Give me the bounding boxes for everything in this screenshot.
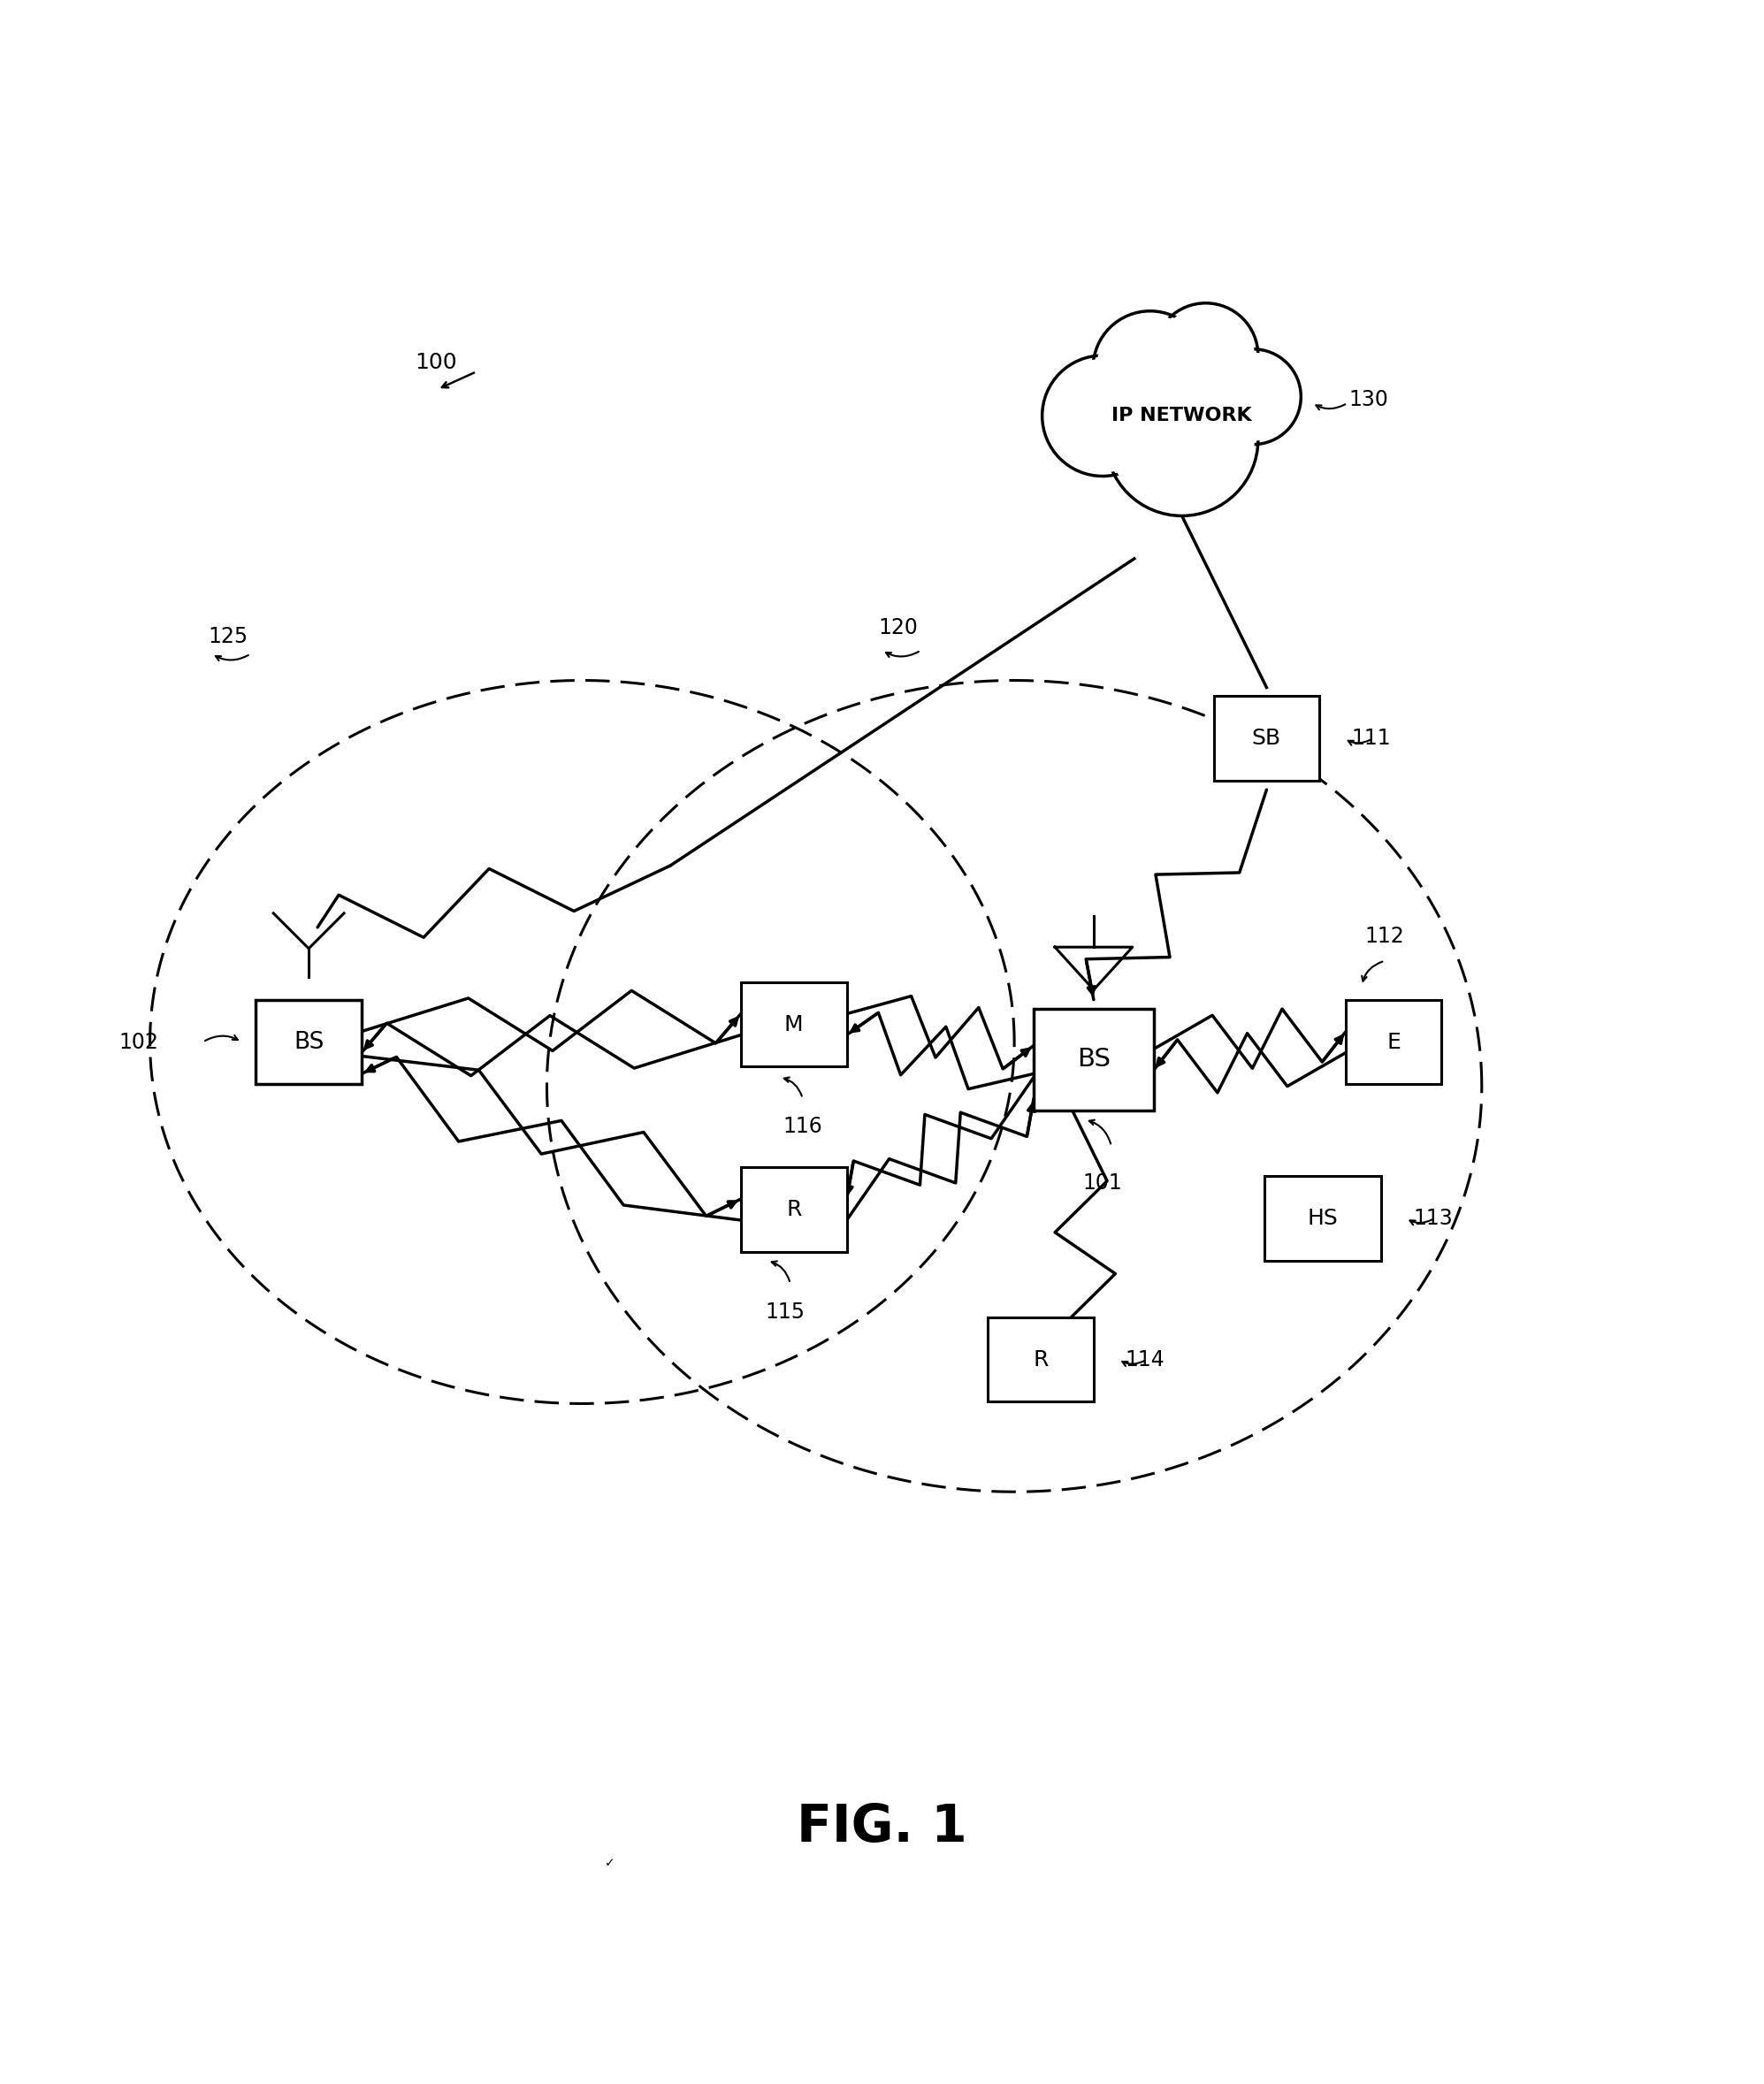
- Text: 113: 113: [1413, 1209, 1452, 1230]
- Text: 130: 130: [1349, 390, 1388, 411]
- Text: 100: 100: [415, 352, 457, 373]
- Text: 115: 115: [766, 1300, 804, 1323]
- FancyBboxPatch shape: [988, 1317, 1094, 1403]
- FancyBboxPatch shape: [1265, 1175, 1381, 1261]
- Text: 120: 120: [878, 617, 917, 638]
- Text: HS: HS: [1307, 1209, 1339, 1230]
- Text: 125: 125: [208, 625, 249, 646]
- FancyBboxPatch shape: [1346, 1000, 1441, 1084]
- Text: FIG. 1: FIG. 1: [797, 1803, 967, 1853]
- FancyBboxPatch shape: [256, 1000, 362, 1084]
- Text: $\checkmark$: $\checkmark$: [603, 1857, 614, 1869]
- Circle shape: [1097, 315, 1203, 421]
- Circle shape: [1210, 352, 1297, 442]
- Text: E: E: [1387, 1032, 1401, 1052]
- Circle shape: [1154, 302, 1258, 408]
- Circle shape: [1094, 311, 1207, 425]
- Circle shape: [1043, 356, 1162, 475]
- FancyBboxPatch shape: [741, 982, 847, 1067]
- Text: 112: 112: [1365, 925, 1404, 946]
- Circle shape: [1046, 358, 1159, 473]
- Text: 114: 114: [1125, 1348, 1164, 1369]
- FancyBboxPatch shape: [1034, 1009, 1154, 1111]
- Text: 116: 116: [783, 1117, 822, 1138]
- Text: IP NETWORK: IP NETWORK: [1111, 406, 1252, 425]
- Text: M: M: [785, 1013, 803, 1036]
- Text: SB: SB: [1252, 727, 1281, 750]
- Text: R: R: [1034, 1348, 1048, 1369]
- FancyBboxPatch shape: [1214, 696, 1319, 782]
- Text: 101: 101: [1083, 1173, 1122, 1194]
- Circle shape: [1110, 367, 1254, 513]
- Circle shape: [1157, 306, 1254, 404]
- Circle shape: [1106, 363, 1258, 517]
- Text: 102: 102: [120, 1032, 159, 1052]
- Circle shape: [1207, 350, 1302, 444]
- FancyBboxPatch shape: [741, 1167, 847, 1252]
- Text: 111: 111: [1351, 727, 1390, 750]
- Text: R: R: [787, 1198, 801, 1221]
- Text: BS: BS: [1076, 1048, 1111, 1071]
- Text: BS: BS: [293, 1029, 325, 1055]
